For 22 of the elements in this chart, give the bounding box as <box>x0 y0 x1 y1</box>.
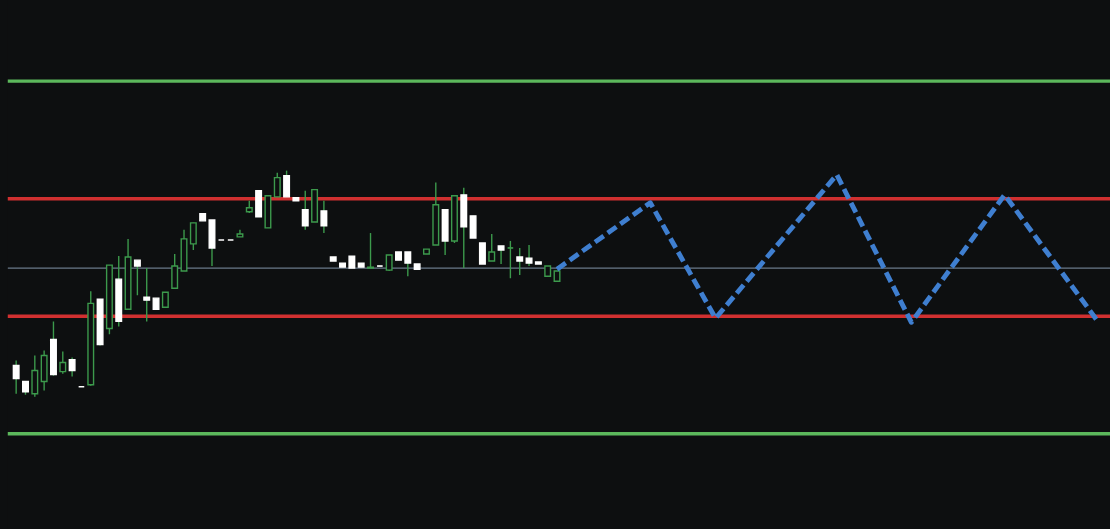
candlestick <box>12 359 20 395</box>
candlestick <box>506 240 515 279</box>
candlestick <box>273 171 281 198</box>
candlestick <box>59 350 67 375</box>
candlestick <box>77 385 86 388</box>
candlestick <box>143 267 151 323</box>
candlestick <box>320 200 328 234</box>
candlestick <box>301 190 309 231</box>
candlestick <box>478 242 486 265</box>
candlestick <box>133 259 141 296</box>
candlestick <box>283 169 291 198</box>
candlestick <box>404 251 412 277</box>
candlestick <box>367 232 375 269</box>
candlestick <box>171 253 179 289</box>
candlestick <box>68 356 76 378</box>
candlestick <box>497 245 505 265</box>
candlestick <box>189 222 197 251</box>
candlestick <box>525 244 533 267</box>
candlestick <box>469 215 477 239</box>
candlestick <box>488 233 496 262</box>
candlestick <box>516 247 524 276</box>
candlestick <box>31 354 39 398</box>
